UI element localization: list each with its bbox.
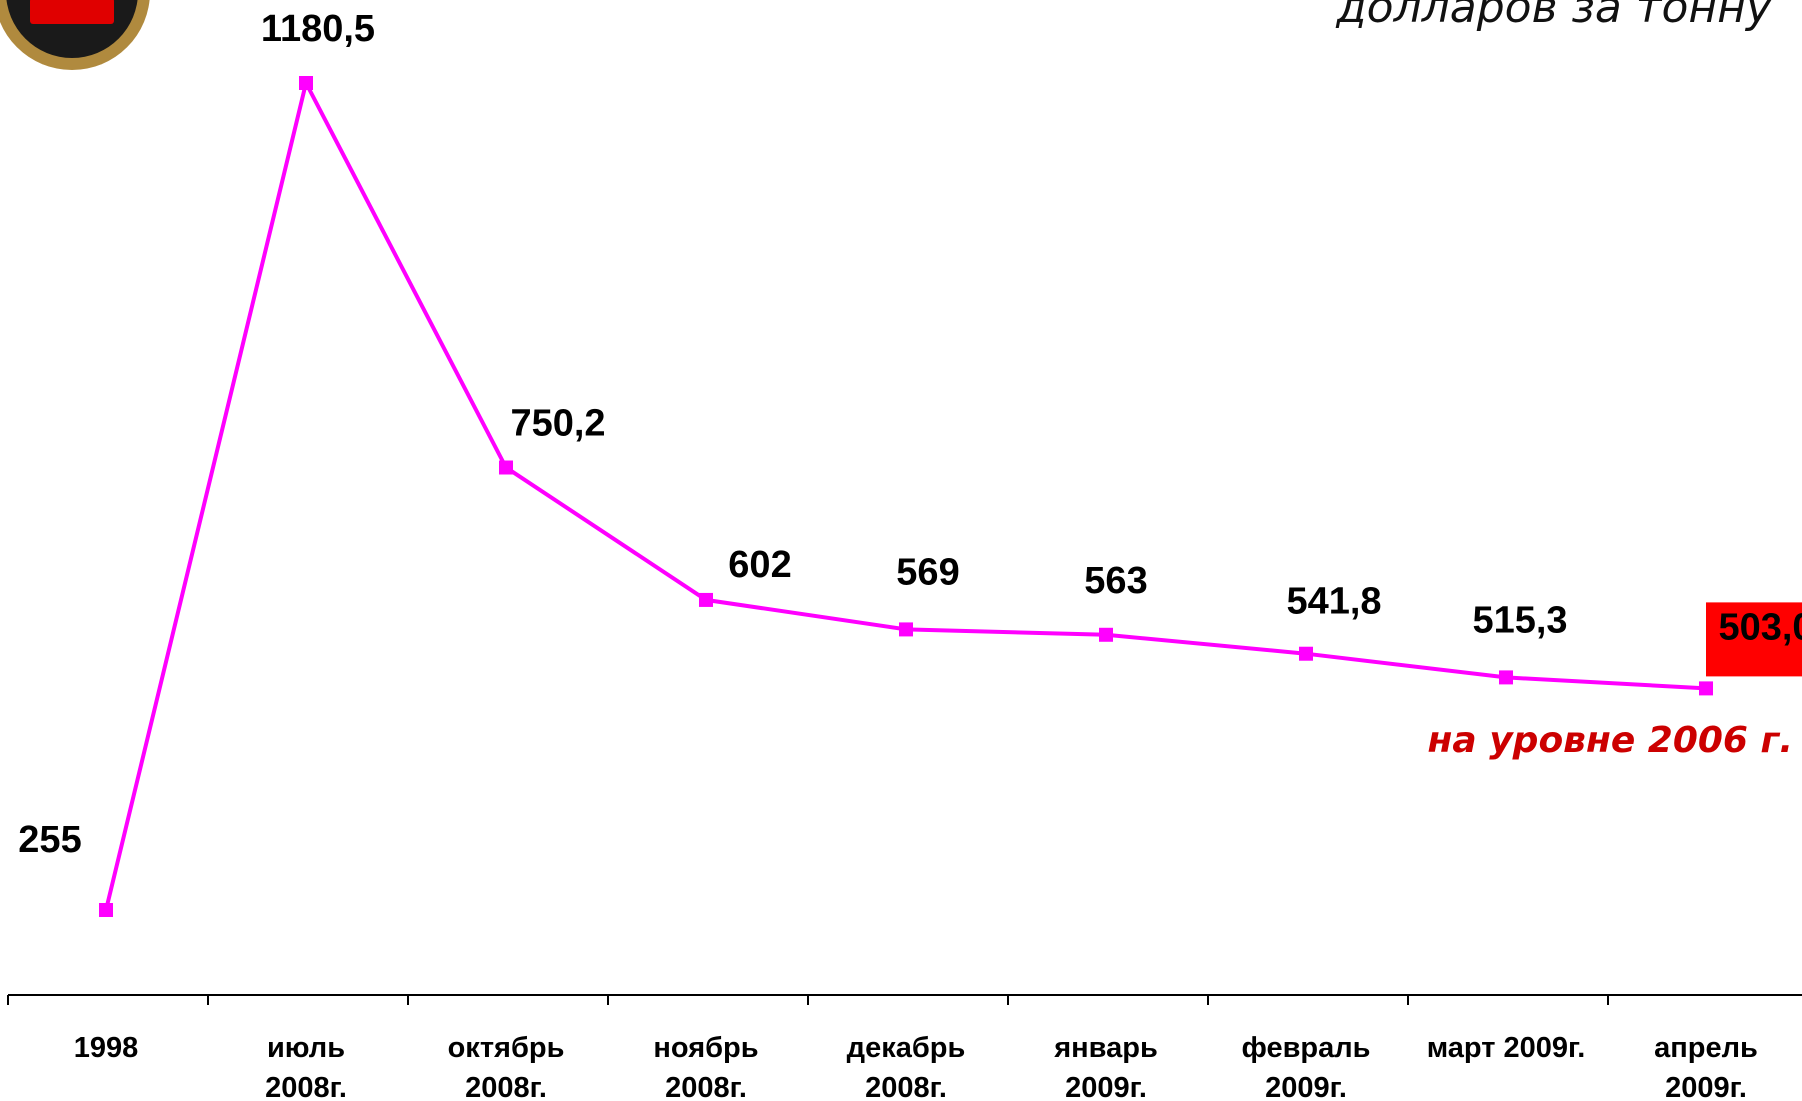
x-axis-tick-labels: 1998 июль 2008г. октябрь 2008г. ноябрь 2008г. д…	[74, 1032, 1758, 1101]
data-label: 515,3	[1472, 599, 1567, 641]
data-label: 1180,5	[261, 8, 375, 50]
data-point-marker	[1299, 646, 1313, 661]
series-line	[104, 77, 1707, 911]
data-label: 750,2	[510, 403, 605, 445]
x-tick-label: 1998	[74, 1032, 139, 1064]
data-point-marker	[1499, 670, 1513, 685]
data-point-marker	[1099, 627, 1113, 642]
data-point-marker	[1699, 681, 1713, 696]
data-label: 255	[18, 819, 81, 861]
data-label: 602	[728, 544, 791, 586]
data-point-marker	[699, 592, 713, 607]
x-tick-label: апрель 2009г.	[1654, 1032, 1758, 1101]
x-tick-label: февраль 2009г.	[1241, 1032, 1370, 1101]
data-point-marker	[299, 76, 313, 90]
series-markers	[99, 76, 1713, 917]
highlight-box	[1706, 602, 1802, 677]
note-text: на уровне 2006 г.	[1428, 720, 1793, 761]
data-point-marker	[499, 460, 513, 475]
data-label: 503,0	[1718, 606, 1802, 648]
data-point-marker	[99, 903, 113, 917]
emblem-icon	[0, 0, 150, 70]
x-tick-label: октябрь 2008г.	[448, 1032, 565, 1101]
data-label: 569	[896, 551, 959, 593]
data-point-marker	[899, 622, 913, 637]
data-labels: 255 1180,5 750,2 602 569 563 541,8 515,3 503,0	[18, 8, 1802, 861]
x-axis-ticks	[7, 995, 1609, 1005]
x-tick-label: июль 2008г.	[265, 1032, 347, 1101]
x-tick-label: март 2009г.	[1427, 1032, 1586, 1064]
x-tick-label: декабрь 2008г.	[847, 1032, 966, 1101]
units-caption: долларов за тонну	[1335, 0, 1773, 33]
x-tick-label: январь 2009г.	[1053, 1032, 1158, 1101]
x-tick-label: ноябрь 2008г.	[653, 1032, 758, 1101]
data-label: 563	[1084, 560, 1147, 602]
data-label: 541,8	[1286, 581, 1381, 623]
